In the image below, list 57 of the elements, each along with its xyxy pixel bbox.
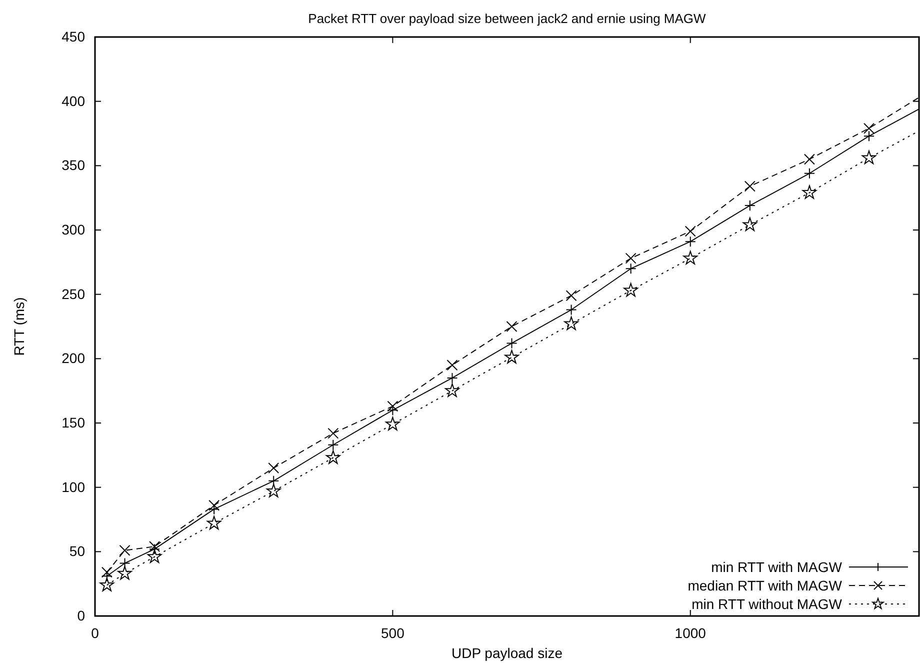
y-tick-label: 50 xyxy=(69,543,86,560)
y-tick-label: 350 xyxy=(62,157,86,174)
point xyxy=(625,263,636,274)
point xyxy=(147,549,162,563)
point xyxy=(566,290,577,302)
point xyxy=(446,360,458,371)
point xyxy=(101,566,112,578)
point xyxy=(504,350,519,364)
point xyxy=(506,321,518,332)
point xyxy=(802,185,817,199)
point xyxy=(119,544,130,556)
point xyxy=(863,130,874,142)
point xyxy=(804,168,815,179)
point xyxy=(386,416,400,430)
point xyxy=(206,516,222,530)
point xyxy=(744,180,756,192)
point xyxy=(684,226,696,237)
x-tick-label: 1000 xyxy=(674,624,706,641)
point xyxy=(445,383,460,397)
point xyxy=(266,484,281,498)
x-tick-label: 0 xyxy=(91,624,100,641)
y-tick-label: 250 xyxy=(62,286,86,302)
point xyxy=(564,316,578,330)
point xyxy=(566,304,577,316)
y-tick-label: 150 xyxy=(62,414,86,430)
point xyxy=(100,578,114,592)
point xyxy=(683,250,698,264)
point xyxy=(862,150,876,164)
chart-title: Packet RTT over payload size between jack2 and ernie using MAGW xyxy=(308,11,707,26)
y-tick-label: 100 xyxy=(62,478,86,495)
point xyxy=(624,282,638,297)
point xyxy=(268,462,280,474)
point xyxy=(506,338,518,349)
point xyxy=(742,217,758,232)
y-tick-label: 450 xyxy=(62,28,86,44)
legend-label: min RTT without MAGW xyxy=(692,596,843,612)
legend-label: min RTT with MAGW xyxy=(711,559,843,575)
point xyxy=(208,500,220,511)
x-tick-label: 500 xyxy=(381,624,405,641)
y-tick-label: 200 xyxy=(62,350,86,366)
point xyxy=(804,154,815,165)
point xyxy=(625,252,636,264)
point xyxy=(387,400,398,412)
point xyxy=(118,566,132,580)
point xyxy=(268,475,280,486)
y-tick-label: 0 xyxy=(77,607,86,624)
point xyxy=(863,122,874,134)
legend-label: median RTT with MAGW xyxy=(688,578,843,594)
point xyxy=(149,541,160,552)
y-axis-title: RTT (ms) xyxy=(11,297,27,356)
point xyxy=(684,236,696,248)
x-axis-title: UDP payload size xyxy=(451,645,563,661)
point xyxy=(328,428,339,439)
y-tick-label: 400 xyxy=(62,92,86,109)
point xyxy=(328,439,339,450)
y-tick-label: 300 xyxy=(62,221,86,238)
point xyxy=(326,450,340,464)
